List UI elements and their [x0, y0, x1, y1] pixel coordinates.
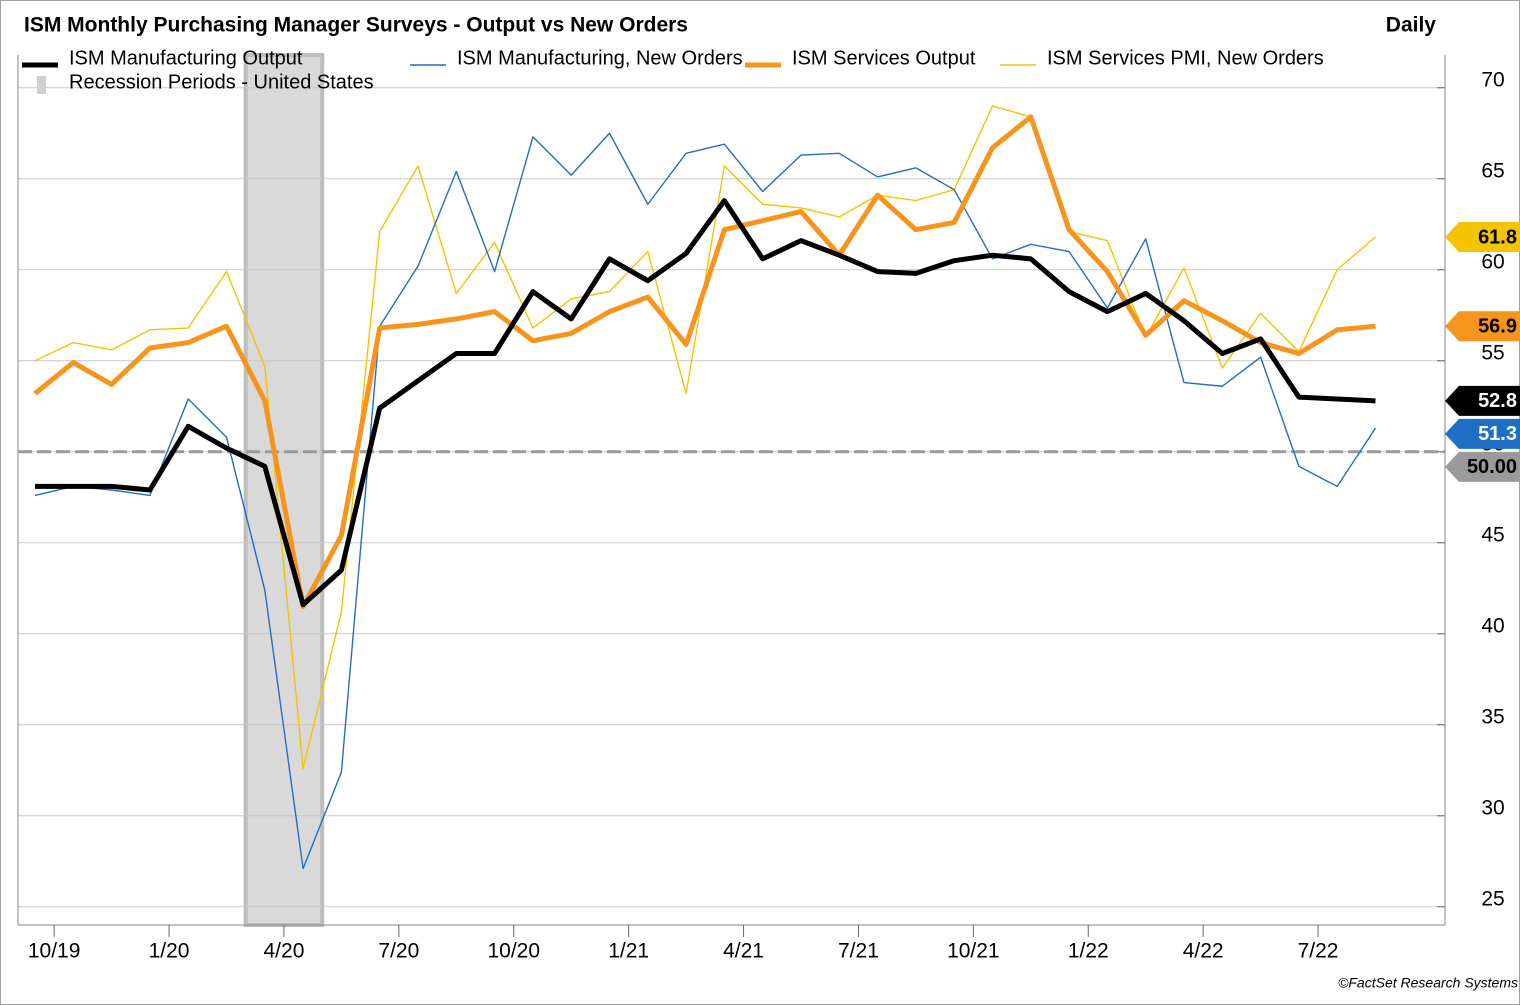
end-badge	[1445, 222, 1520, 253]
series-line	[34, 132, 1377, 870]
x-tick-label: 1/21	[608, 940, 649, 963]
credit: ©FactSet Research Systems	[1338, 975, 1518, 991]
x-tick-label: 10/21	[947, 940, 1000, 963]
series-line	[33, 114, 1376, 609]
end-badge	[1445, 451, 1520, 482]
legend-label: ISM Manufacturing Output	[69, 47, 303, 69]
y-tick-label: 55	[1481, 341, 1504, 364]
x-tick-label: 4/21	[723, 940, 764, 963]
legend-swatch	[37, 76, 46, 94]
x-tick-label: 1/20	[149, 940, 190, 963]
legend-label: Recession Periods - United States	[69, 71, 374, 93]
x-tick-label: 10/20	[487, 940, 540, 963]
end-badge-label: 51.3	[1478, 423, 1517, 445]
x-tick-label: 7/20	[378, 940, 419, 963]
legend-label: ISM Services Output	[792, 47, 976, 69]
x-tick-label: 4/22	[1183, 940, 1224, 963]
series-line	[35, 198, 1376, 608]
end-badge-label: 56.9	[1478, 315, 1517, 337]
x-tick-label: 10/19	[28, 940, 81, 963]
y-tick-label: 70	[1481, 68, 1504, 91]
x-tick-label: 7/21	[838, 940, 879, 963]
legend-label: ISM Services PMI, New Orders	[1047, 47, 1324, 69]
end-badge	[1445, 385, 1520, 416]
x-tick-label: 7/22	[1298, 940, 1339, 963]
y-tick-label: 25	[1481, 887, 1504, 910]
frequency: Daily	[1386, 14, 1437, 37]
end-badge	[1445, 418, 1520, 449]
end-badge-label: 61.8	[1478, 226, 1517, 248]
end-badge-label: 52.8	[1478, 390, 1517, 412]
y-tick-label: 35	[1481, 705, 1504, 728]
end-badge-label: 50.00	[1467, 456, 1517, 478]
y-tick-label: 65	[1481, 159, 1504, 182]
y-tick-label: 40	[1481, 614, 1504, 637]
chart-title: ISM Monthly Purchasing Manager Surveys -…	[24, 14, 688, 37]
legend-label: ISM Manufacturing, New Orders	[457, 47, 743, 69]
end-badge	[1445, 311, 1520, 342]
y-tick-label: 45	[1481, 523, 1504, 546]
x-tick-label: 4/20	[264, 940, 305, 963]
y-tick-label: 60	[1481, 250, 1504, 273]
y-tick-label: 30	[1481, 796, 1504, 819]
x-tick-label: 1/22	[1068, 940, 1109, 963]
